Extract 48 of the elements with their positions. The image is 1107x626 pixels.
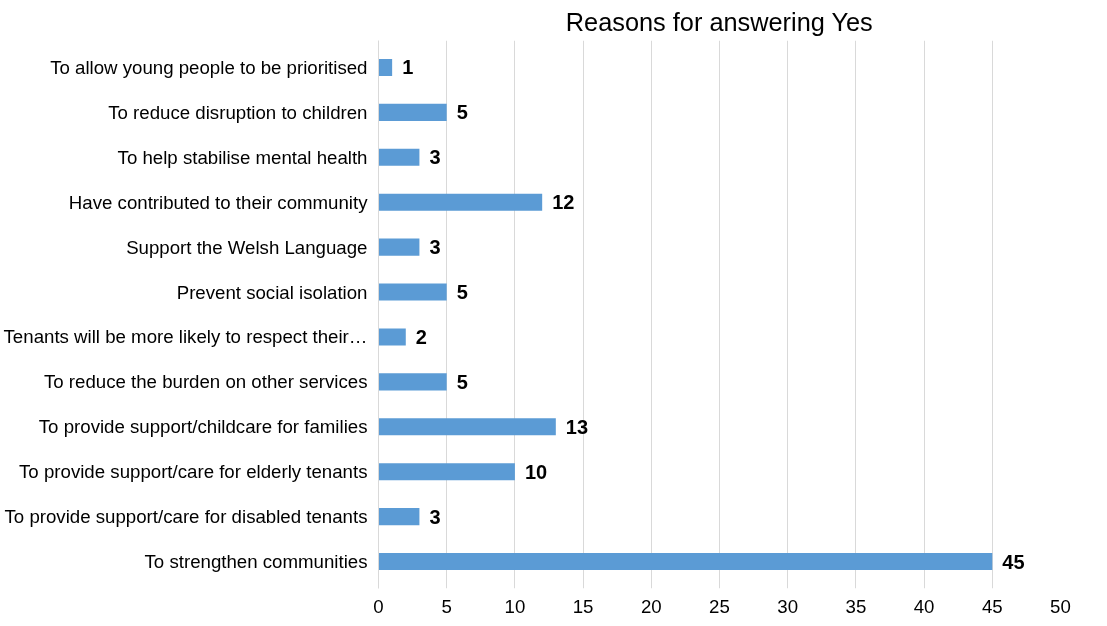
- bar: [378, 283, 447, 301]
- y-tick-label: Have contributed to their community: [68, 191, 369, 213]
- data-label: 10: [524, 460, 548, 483]
- data-label: 5: [456, 281, 468, 304]
- y-tick-label: To provide support/childcare for families: [38, 416, 368, 438]
- data-label: 5: [456, 101, 468, 124]
- y-tick-label: To reduce disruption to children: [108, 101, 368, 123]
- data-label: 1: [402, 56, 414, 79]
- y-tick-label: To strengthen communities: [144, 551, 368, 573]
- x-tick-label: 25: [709, 595, 730, 617]
- bar: [378, 58, 393, 76]
- data-label: 45: [1002, 550, 1025, 573]
- x-tick-label: 15: [572, 595, 594, 617]
- y-tick-label: To allow young people to be prioritised: [50, 56, 368, 78]
- y-tick-label: To reduce the burden on other services: [43, 371, 368, 393]
- chart-title: Reasons for answering Yes: [565, 7, 873, 36]
- data-label: 3: [429, 146, 441, 169]
- data-label: 3: [429, 236, 441, 259]
- y-tick-label: Support the Welsh Language: [126, 236, 368, 258]
- bar: [378, 553, 993, 571]
- bar: [378, 103, 447, 121]
- x-tick-label: 35: [845, 595, 867, 617]
- data-label: 13: [565, 415, 589, 438]
- y-tick-label: Prevent social isolation: [176, 281, 368, 303]
- x-tick-label: 0: [373, 595, 384, 617]
- x-tick-label: 45: [981, 595, 1003, 617]
- x-tick-label: 40: [913, 595, 935, 617]
- bar: [378, 238, 420, 256]
- y-tick-label: Tenants will be more likely to respect their…: [3, 326, 368, 348]
- bar: [378, 373, 447, 391]
- data-label: 2: [415, 325, 427, 348]
- y-tick-label: To help stabilise mental health: [117, 146, 368, 168]
- x-tick-label: 50: [1050, 595, 1071, 617]
- data-label: 12: [552, 191, 575, 214]
- bar: [378, 193, 543, 211]
- bar: [378, 418, 556, 436]
- bar: [378, 508, 420, 526]
- y-tick-label: To provide support/care for disabled tenants: [4, 506, 368, 528]
- bar: [378, 148, 420, 166]
- x-tick-label: 10: [504, 595, 526, 617]
- y-tick-label: To provide support/care for elderly tenants: [19, 461, 368, 483]
- data-label: 3: [429, 505, 441, 528]
- x-tick-label: 20: [640, 595, 662, 617]
- bar: [378, 463, 515, 481]
- x-tick-label: 5: [441, 595, 452, 617]
- bar: [378, 328, 406, 346]
- data-label: 5: [456, 370, 468, 393]
- x-tick-label: 30: [777, 595, 799, 617]
